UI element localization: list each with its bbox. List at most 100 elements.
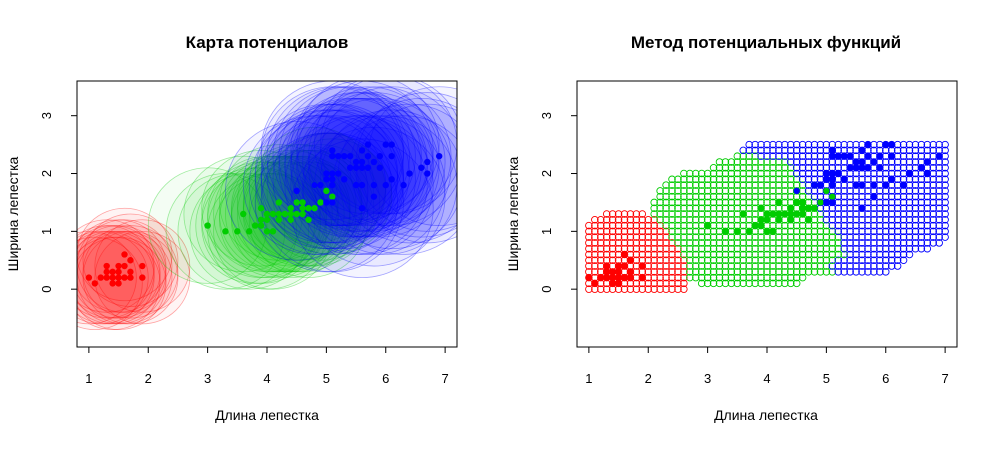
grid-point	[781, 140, 789, 149]
grid-point	[721, 204, 730, 212]
grid-point	[876, 216, 884, 224]
grid-point	[882, 244, 890, 253]
grid-point	[781, 221, 789, 230]
grid-point	[876, 198, 884, 207]
grid-point	[876, 233, 884, 241]
grid-point	[935, 169, 943, 178]
grid-point	[769, 256, 777, 265]
grid-point	[715, 233, 724, 241]
grid-point	[834, 268, 843, 276]
grid-point	[674, 198, 682, 207]
data-point	[275, 216, 283, 223]
grid-point	[781, 244, 789, 253]
grid-point	[757, 250, 765, 259]
grid-point	[787, 227, 795, 236]
grid-point	[887, 204, 896, 212]
grid-point	[739, 233, 748, 241]
grid-point	[929, 204, 938, 212]
training-points	[585, 141, 943, 287]
data-point	[829, 152, 836, 160]
grid-point	[804, 140, 813, 149]
data-point	[882, 181, 889, 189]
grid-point	[626, 233, 635, 241]
grid-point	[591, 233, 599, 241]
data-point	[888, 152, 895, 160]
grid-point	[668, 181, 676, 189]
grid-point	[692, 216, 700, 224]
grid-point	[757, 244, 765, 253]
grid-point	[751, 198, 759, 207]
grid-point	[852, 210, 860, 218]
data-point	[805, 216, 812, 223]
grid-point	[638, 239, 647, 247]
grid-point	[899, 233, 908, 241]
data-point	[787, 216, 794, 223]
grid-point	[816, 268, 825, 276]
grid-point	[585, 221, 593, 230]
grid-point	[585, 262, 593, 270]
grid-point	[941, 175, 949, 184]
grid-point	[680, 221, 688, 230]
grid-point	[899, 221, 908, 230]
grid-point	[781, 187, 789, 195]
grid-point	[822, 227, 831, 236]
grid-point	[721, 187, 730, 195]
data-point	[615, 280, 622, 287]
grid-point	[810, 152, 819, 160]
grid-point	[917, 181, 926, 189]
grid-point	[709, 262, 718, 270]
grid-point	[626, 221, 635, 230]
grid-point	[727, 273, 736, 282]
grid-point	[751, 175, 759, 184]
grid-point	[757, 268, 765, 276]
grid-point	[662, 210, 670, 218]
grid-point	[911, 152, 920, 160]
grid-point	[846, 233, 854, 241]
grid-point	[739, 250, 748, 259]
grid-point	[602, 210, 611, 218]
grid-point	[757, 146, 765, 155]
grid-point	[591, 262, 599, 270]
grid-point	[751, 273, 759, 282]
grid-point	[692, 187, 700, 195]
grid-point	[887, 250, 896, 259]
x-tick-label: 6	[882, 371, 889, 386]
grid-point	[733, 169, 742, 178]
grid-point	[727, 210, 736, 218]
grid-point	[781, 192, 789, 201]
grid-point	[686, 233, 694, 241]
grid-point	[739, 244, 748, 253]
data-point	[257, 205, 265, 212]
grid-point	[662, 262, 670, 270]
grid-point	[715, 273, 724, 282]
grid-point	[905, 140, 914, 149]
grid-point	[781, 175, 789, 184]
grid-point	[828, 256, 837, 265]
data-point	[763, 210, 771, 218]
grid-point	[614, 216, 623, 224]
grid-point	[703, 273, 712, 282]
grid-point	[703, 250, 712, 259]
grid-point	[597, 227, 605, 236]
grid-point	[668, 227, 676, 236]
data-point	[115, 262, 122, 270]
data-point	[787, 205, 794, 212]
grid-point	[887, 244, 896, 253]
grid-point	[775, 233, 783, 241]
data-point	[127, 274, 134, 281]
grid-point	[751, 181, 759, 189]
grid-point	[751, 210, 759, 218]
grid-point	[614, 239, 623, 247]
grid-point	[727, 169, 736, 178]
grid-point	[816, 244, 825, 253]
grid-point	[769, 192, 777, 201]
data-point	[835, 170, 842, 177]
grid-point	[822, 239, 831, 247]
grid-point	[935, 204, 943, 212]
grid-point	[893, 169, 902, 178]
grid-point	[662, 244, 670, 253]
grid-point	[870, 146, 878, 155]
grid-point	[852, 239, 860, 247]
grid-point	[674, 175, 682, 184]
grid-point	[703, 198, 712, 207]
